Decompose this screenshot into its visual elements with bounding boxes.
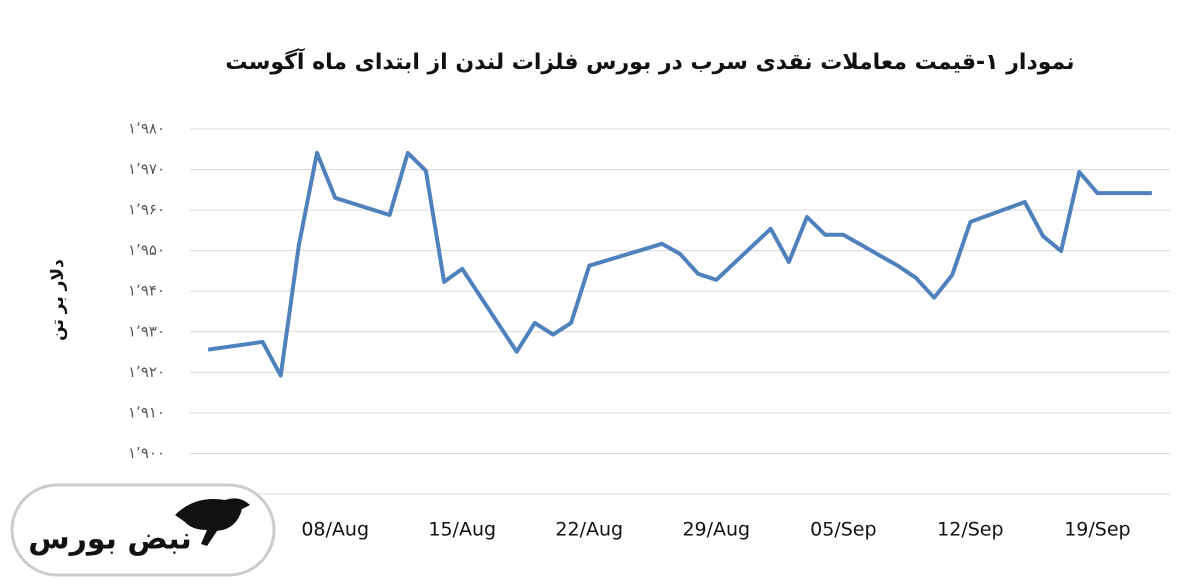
- y-axis-label: دلار بر تن: [48, 259, 68, 341]
- x-tick-label: 19/Sep: [1064, 519, 1130, 541]
- chart-title: نمودار ۱-قیمت معاملات نقدی سرب در بورس ف…: [225, 47, 1074, 75]
- x-tick-label: 15/Aug: [428, 519, 496, 541]
- series-line: [207, 150, 1152, 378]
- y-tick-label: ۱٬۹۰۰: [128, 444, 165, 462]
- y-tick-label: ۱٬۹۱۰: [128, 403, 165, 421]
- x-tick-label: 12/Sep: [937, 519, 1003, 541]
- y-tick-label: ۱٬۹۷۰: [128, 160, 165, 178]
- y-tick-label: ۱٬۹۴۰: [128, 282, 165, 300]
- y-tick-label: ۱٬۹۳۰: [128, 322, 165, 340]
- x-tick-label: 22/Aug: [555, 519, 623, 541]
- watermark: نبض بورس: [10, 483, 276, 577]
- bull-icon: [175, 498, 250, 546]
- x-tick-label: 08/Aug: [301, 519, 369, 541]
- y-tick-label: ۱٬۹۸۰: [128, 120, 165, 138]
- y-tick-label: ۱٬۹۶۰: [128, 201, 165, 219]
- watermark-text: نبض بورس: [28, 522, 192, 557]
- plot-area: ۱٬۸۹۰۱٬۹۰۰۱٬۹۱۰۱٬۹۲۰۱٬۹۳۰۱٬۹۴۰۱٬۹۵۰۱٬۹۶۰…: [128, 120, 1170, 541]
- x-tick-label: 29/Aug: [682, 519, 750, 541]
- y-tick-label: ۱٬۹۲۰: [128, 363, 165, 381]
- x-tick-label: 05/Sep: [810, 519, 876, 541]
- y-tick-label: ۱٬۹۵۰: [128, 241, 165, 259]
